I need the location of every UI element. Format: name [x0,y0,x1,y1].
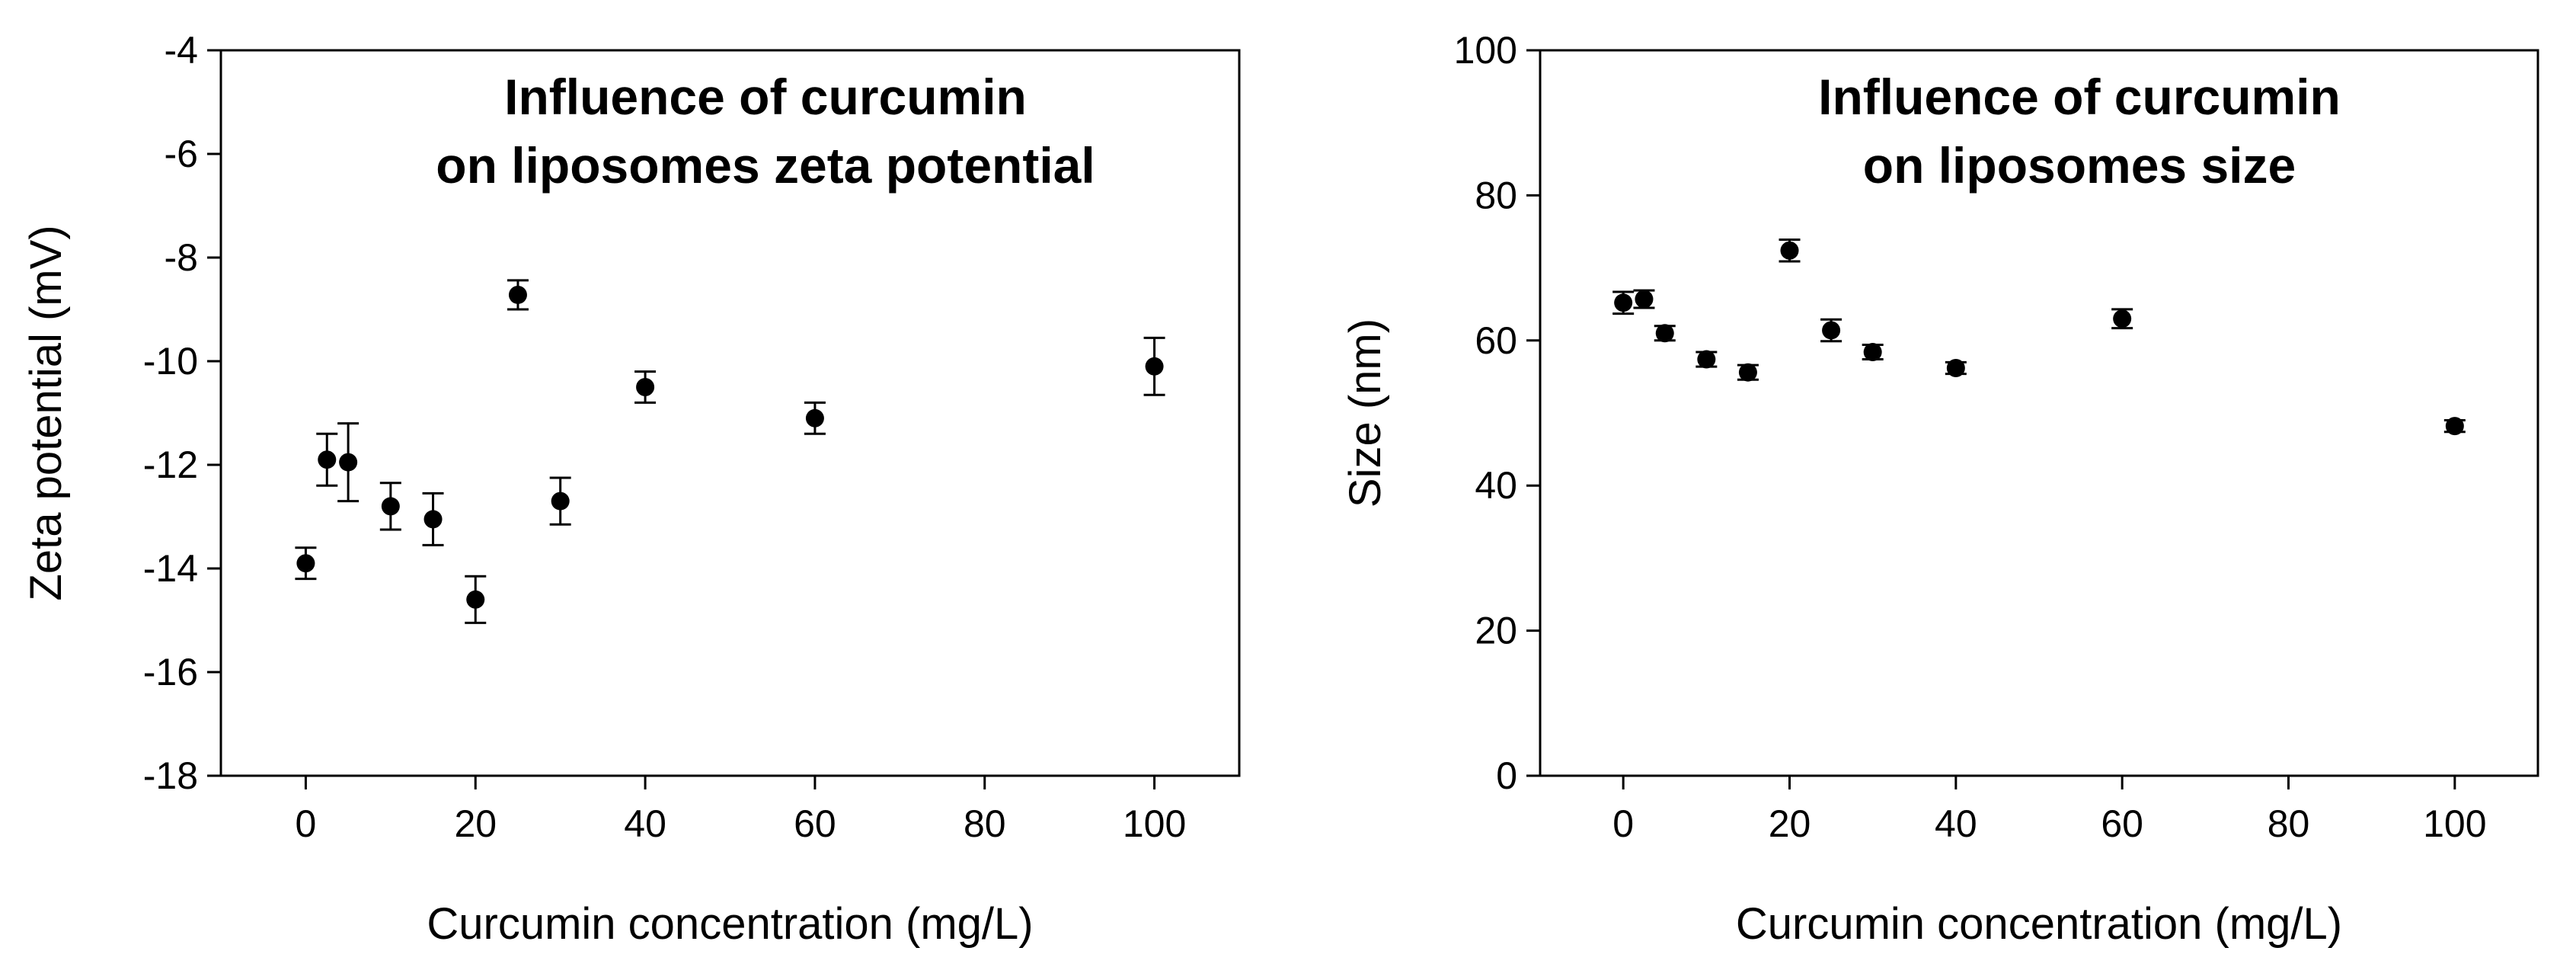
data-marker [381,497,400,516]
data-marker [1780,241,1799,260]
data-marker [636,378,655,396]
y-tick-label: 0 [1496,754,1517,797]
data-marker [508,285,527,304]
x-tick-label: 40 [1935,802,1977,845]
x-tick-label: 60 [794,802,836,845]
y-tick-label: -14 [143,547,198,590]
data-marker [1635,290,1654,309]
chart-title-line-2: on liposomes size [1863,137,2296,194]
data-marker [1697,350,1716,369]
data-marker [551,492,570,511]
y-tick-label: -4 [165,29,198,72]
data-point [337,422,360,503]
y-tick-label: 20 [1475,610,1517,652]
x-tick-label: 0 [1612,802,1634,845]
data-point [1820,318,1843,343]
data-marker [339,453,358,472]
y-tick-label: 40 [1475,464,1517,507]
x-tick-label: 100 [1123,802,1186,845]
data-marker [423,510,443,529]
data-marker [1863,343,1882,362]
data-point [1862,343,1884,362]
y-tick-label: -6 [165,133,198,175]
data-point [295,546,317,581]
chart-title: Influence of curcumin [1818,69,2341,125]
data-point [1737,363,1759,382]
y-tick-label: -16 [143,651,198,693]
data-point [1143,336,1165,396]
data-marker [466,590,485,609]
x-tick-label: 20 [1769,802,1811,845]
data-point [465,575,487,624]
y-tick-label: 80 [1475,174,1517,216]
chart-title-line-2: on liposomes zeta potential [436,137,1095,194]
data-point [1612,290,1635,315]
x-axis-title: Curcumin concentration (mg/L) [427,899,1033,949]
data-point [422,492,444,546]
plot-frame [219,49,1241,777]
data-point [1779,238,1801,263]
data-marker [1738,363,1757,382]
y-axis-title: Zeta potential (mV) [21,225,71,600]
data-marker [1614,293,1633,312]
y-tick-label: -8 [165,236,198,279]
data-point [1633,289,1655,309]
data-point [2443,417,2466,436]
data-point [1695,350,1718,369]
data-marker [805,408,824,427]
x-tick-label: 80 [2268,802,2310,845]
x-tick-label: 60 [2101,802,2143,845]
x-axis-title: Curcumin concentration (mg/L) [1736,899,2342,949]
data-point [804,401,826,435]
data-point [379,482,401,531]
y-tick-label: -12 [143,443,198,486]
data-marker [296,554,315,573]
data-point [1945,358,1967,377]
data-marker [1822,321,1841,340]
data-marker [2445,417,2464,436]
data-point [2111,308,2133,330]
x-tick-label: 40 [624,802,666,845]
x-tick-label: 20 [454,802,497,845]
data-marker [318,450,337,469]
plot-frame [1539,49,2539,777]
data-point [316,432,338,487]
x-tick-label: 0 [296,802,317,845]
data-point [549,476,571,526]
data-point [1654,324,1676,343]
y-tick-label: -10 [143,340,198,383]
data-marker [2113,309,2132,328]
data-marker [1946,358,1965,377]
y-tick-label: 60 [1475,319,1517,362]
y-axis-title: Size (nm) [1341,319,1390,508]
y-tick-label: -18 [143,754,198,797]
data-marker [1145,357,1164,376]
data-point [634,370,657,404]
chart-panel-1: -18 -16 -14 -12 -10 -8 -6 -4 0 20 40 60 80 100 Curcumi… [21,29,1241,949]
chart-title: Influence of curcumin [504,69,1027,125]
data-point [507,279,529,311]
chart-panel-2: 0 20 40 60 80 100 0 20 40 60 80 100 Curcumin concent… [1341,29,2539,949]
x-tick-label: 80 [964,802,1006,845]
data-marker [1655,324,1674,343]
x-tick-label: 100 [2423,802,2486,845]
y-tick-label: 100 [1454,29,1517,72]
